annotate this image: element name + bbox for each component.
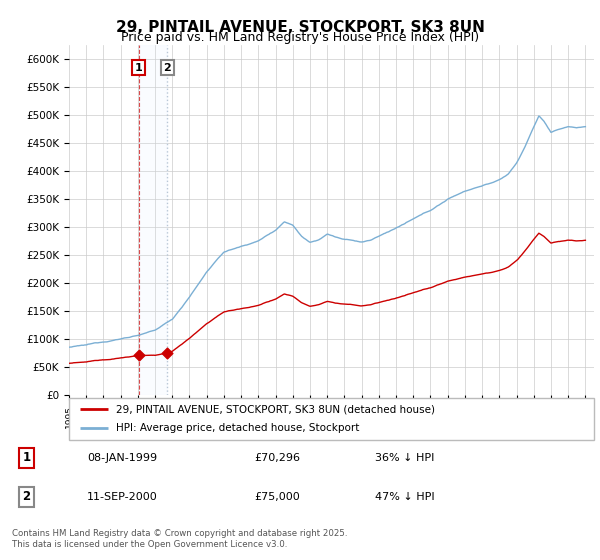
- Text: £70,296: £70,296: [254, 453, 300, 463]
- Text: 2: 2: [22, 491, 31, 503]
- FancyBboxPatch shape: [69, 398, 594, 440]
- Point: [134, 351, 143, 360]
- Point: [163, 348, 172, 357]
- Text: 11-SEP-2000: 11-SEP-2000: [87, 492, 158, 502]
- Text: £75,000: £75,000: [254, 492, 299, 502]
- Text: 29, PINTAIL AVENUE, STOCKPORT, SK3 8UN (detached house): 29, PINTAIL AVENUE, STOCKPORT, SK3 8UN (…: [116, 404, 435, 414]
- Text: 2: 2: [163, 63, 171, 73]
- Text: 08-JAN-1999: 08-JAN-1999: [87, 453, 157, 463]
- Text: 1: 1: [134, 63, 142, 73]
- Text: 47% ↓ HPI: 47% ↓ HPI: [375, 492, 434, 502]
- Text: 1: 1: [22, 451, 31, 464]
- Text: 29, PINTAIL AVENUE, STOCKPORT, SK3 8UN: 29, PINTAIL AVENUE, STOCKPORT, SK3 8UN: [116, 20, 484, 35]
- Text: Price paid vs. HM Land Registry's House Price Index (HPI): Price paid vs. HM Land Registry's House …: [121, 31, 479, 44]
- Text: 36% ↓ HPI: 36% ↓ HPI: [375, 453, 434, 463]
- Text: Contains HM Land Registry data © Crown copyright and database right 2025.
This d: Contains HM Land Registry data © Crown c…: [12, 529, 347, 549]
- Text: HPI: Average price, detached house, Stockport: HPI: Average price, detached house, Stoc…: [116, 423, 359, 433]
- Bar: [139, 45, 167, 395]
